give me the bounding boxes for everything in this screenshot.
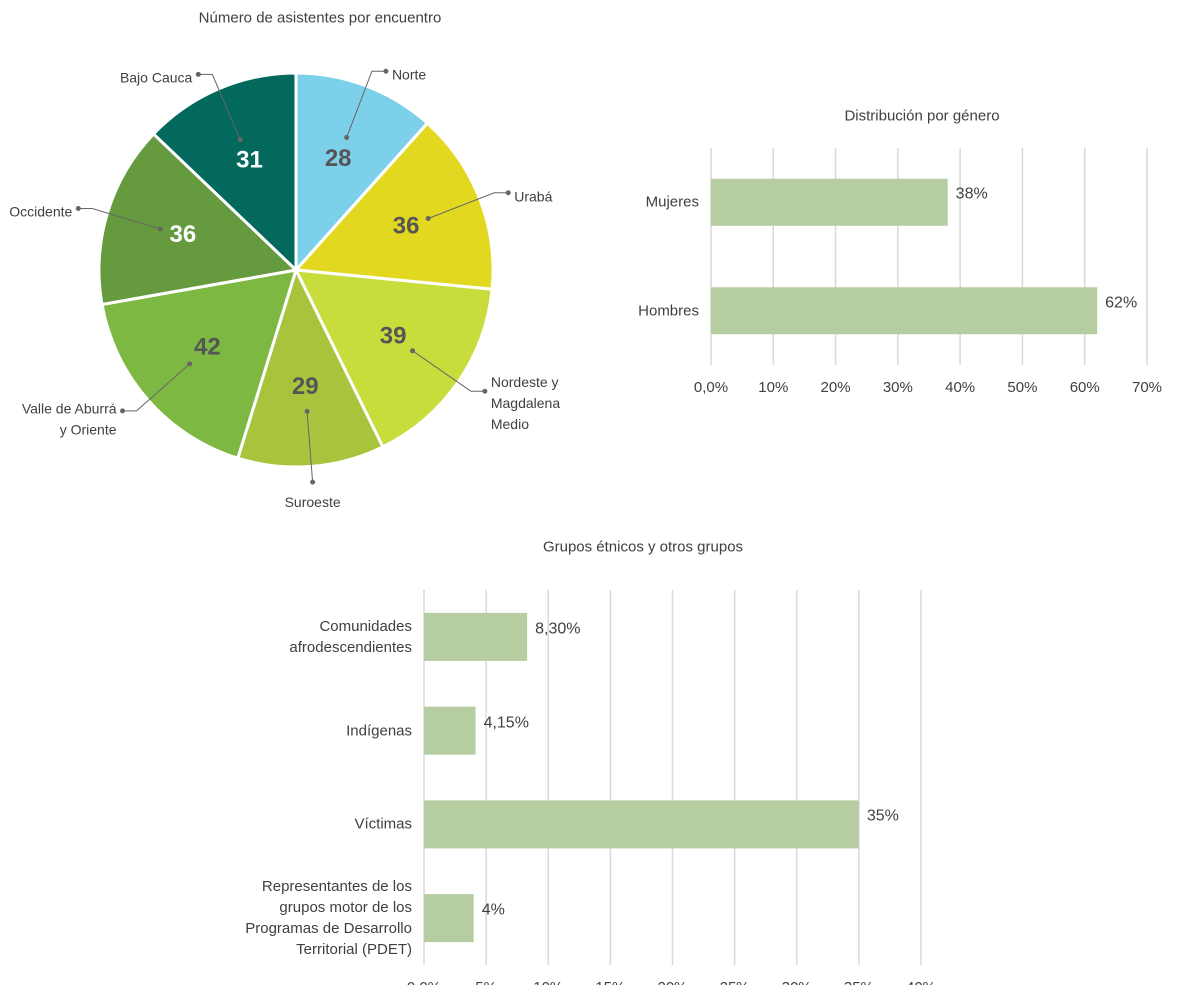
leader-line [122,363,191,412]
bar [424,612,528,661]
category-label: Norte [391,66,427,83]
x-tick-label: 15% [595,977,625,985]
bar [424,706,476,755]
leader-dot [505,190,511,196]
value-label: 39 [380,323,407,350]
value-label: 36 [169,221,196,248]
value-label: 42 [194,334,221,361]
value-label: 28 [325,145,352,172]
category-label: Indígenas [346,722,412,740]
category-label: Mujeres [645,193,699,211]
leader-dot [410,348,416,354]
bar [424,894,474,943]
value-label: 31 [236,147,263,174]
leader-dot [344,135,350,141]
leader-dot [120,408,126,414]
bar [711,178,948,226]
value-label: 4,15% [483,714,529,732]
x-tick-label: 0,0% [693,379,729,396]
x-tick-label: 70% [1131,379,1163,396]
x-tick-label: 30% [882,379,913,396]
leader-dot [425,216,431,222]
x-tick-label: 40% [906,977,936,985]
x-tick-label: 20% [657,977,687,985]
chart-title: Número de asistentes por encuentro [198,9,442,27]
category-label: Suroeste [284,494,341,511]
x-tick-label: 40% [945,379,976,396]
bar [711,287,1098,335]
category-label: Hombres [638,302,699,320]
value-label: 36 [393,212,420,239]
leader-dot [482,388,488,394]
x-tick-label: 25% [720,977,750,985]
leader-dot [310,479,316,485]
x-tick-label: 10% [533,977,563,985]
leader-dot [75,205,81,211]
value-label: 62% [1105,294,1138,312]
chart-title: Distribución por género [844,107,1000,125]
x-tick-label: 5% [475,977,497,985]
leader-line [427,192,509,219]
leader-dot [157,226,163,232]
category-label: Representantes de los grupos motor de lo… [245,878,412,959]
leader-line [346,70,386,138]
value-label: 4% [481,901,505,919]
value-label: 38% [955,185,988,203]
x-tick-label: 0,0% [407,977,441,985]
category-label: Nordeste y Magdalena Medio [490,374,561,433]
leader-dot [195,71,201,77]
x-tick-label: 30% [782,977,812,985]
x-tick-label: 10% [758,379,789,396]
category-label: Valle de Aburrá y Oriente [21,400,117,438]
leader-line [78,207,161,230]
x-tick-label: 35% [844,977,874,985]
category-label: Bajo Cauca [119,70,193,87]
category-label: Comunidades afrodescendientes [289,617,412,656]
value-label: 8,30% [535,620,581,638]
category-label: Occidente [9,204,73,221]
value-label: 35% [866,807,899,825]
leader-dot [304,408,310,414]
x-tick-label: 20% [820,379,851,396]
chart-title: Grupos étnicos y otros grupos [542,538,744,556]
x-tick-label: 60% [1069,379,1100,396]
x-tick-label: 50% [1007,379,1038,396]
value-label: 29 [292,373,319,400]
category-label: Víctimas [354,815,412,833]
bar [424,800,859,849]
leader-dot [237,137,243,143]
leader-dot [187,361,193,367]
leader-dot [383,68,389,74]
leader-line [412,350,485,392]
category-label: Urabá [514,188,553,205]
leader-line [198,73,241,140]
leader-line [306,411,314,483]
